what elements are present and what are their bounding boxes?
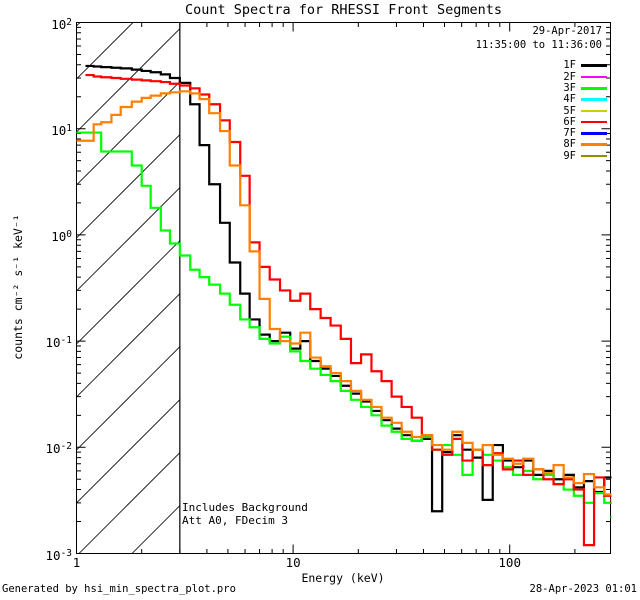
legend-color-line <box>581 75 607 79</box>
legend-item-8F: 8F <box>542 139 607 150</box>
legend-label: 4F <box>563 93 576 106</box>
curve-1F <box>85 64 612 513</box>
x-axis-label: Energy (keV) <box>301 571 385 585</box>
plot-annotation: Includes Background Att A0, FDecim 3 <box>182 501 308 527</box>
legend-color-line <box>581 109 607 113</box>
legend-color-line <box>581 143 607 147</box>
x-tick-label: 10 <box>285 555 301 570</box>
legend-label: 8F <box>563 138 576 151</box>
annotation-background: Includes Background <box>182 501 308 514</box>
legend-item-3F: 3F <box>542 83 607 94</box>
legend-label: 6F <box>563 115 576 128</box>
y-tick-label: 10-2 <box>45 441 72 457</box>
curve-8F <box>76 90 612 501</box>
legend-item-1F: 1F <box>542 60 607 71</box>
y-tick-label: 102 <box>51 16 72 32</box>
hatch-region <box>76 22 180 554</box>
legend-item-9F: 9F <box>542 150 607 161</box>
curve-6F <box>85 73 612 547</box>
legend-color-line <box>581 86 607 90</box>
legend-label: 2F <box>563 70 576 83</box>
observation-datetime: 29-Apr-2017 11:35:00 to 11:36:00 <box>476 25 602 52</box>
plot-frame <box>76 22 611 554</box>
legend-label: 3F <box>563 81 576 94</box>
observation-date: 29-Apr-2017 <box>532 25 602 37</box>
x-tick-label: 100 <box>498 555 521 570</box>
legend-label: 9F <box>563 149 576 162</box>
annotation-attenuator: Att A0, FDecim 3 <box>182 514 288 527</box>
page-title: Count Spectra for RHESSI Front Segments <box>185 2 502 18</box>
generated-by-text: Generated by hsi_min_spectra_plot.pro <box>2 583 236 595</box>
legend-label: 7F <box>563 127 576 140</box>
legend-item-2F: 2F <box>542 71 607 82</box>
spectra-curves <box>76 64 612 547</box>
observation-time-range: 11:35:00 to 11:36:00 <box>475 38 602 51</box>
y-tick-label: 101 <box>51 122 72 138</box>
y-tick-label: 10-1 <box>45 335 72 351</box>
y-tick-label: 10-3 <box>45 547 72 563</box>
x-tick-label: 1 <box>72 555 81 570</box>
legend-label: 5F <box>563 104 576 117</box>
legend-color-line <box>581 120 607 124</box>
generation-timestamp: 28-Apr-2023 01:01 <box>529 583 637 595</box>
y-tick-label: 100 <box>51 228 72 244</box>
legend-color-line <box>581 154 607 158</box>
legend-item-6F: 6F <box>542 116 607 127</box>
legend-color-line <box>581 64 607 67</box>
legend-item-5F: 5F <box>542 105 607 116</box>
legend-color-line <box>581 98 607 101</box>
legend-item-7F: 7F <box>542 128 607 139</box>
legend: 1F 2F 3F 4F 5F 6F 7F 8F 9F <box>542 60 607 162</box>
legend-color-line <box>581 132 607 135</box>
legend-item-4F: 4F <box>542 94 607 105</box>
y-axis-label: counts cm⁻² s⁻¹ keV⁻¹ <box>11 214 25 360</box>
legend-label: 1F <box>563 59 576 72</box>
